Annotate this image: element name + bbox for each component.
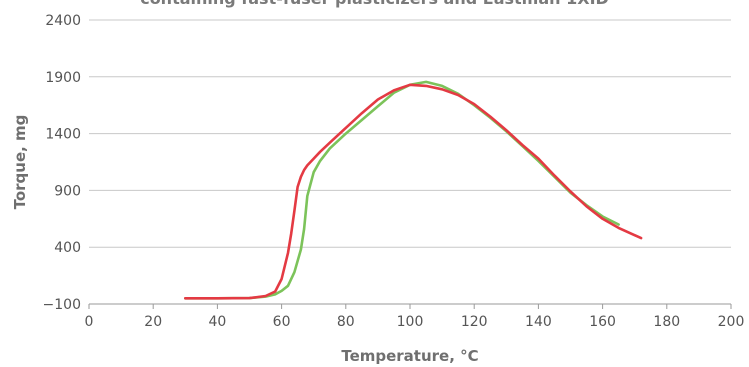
chart-title: containing fast-fuser plasticizers and E… — [0, 0, 749, 8]
x-tick-label: 120 — [461, 314, 488, 330]
series-line-1 — [184, 80, 620, 300]
x-tick-label: 20 — [144, 314, 162, 330]
x-tick-label: 60 — [273, 314, 291, 330]
y-tick-label: 1400 — [45, 127, 81, 143]
y-tick-label: 2400 — [45, 13, 81, 29]
x-tick-label: 160 — [589, 314, 616, 330]
y-axis-title: Torque, mg — [11, 115, 29, 210]
x-tick-label: 40 — [208, 314, 226, 330]
x-tick-label: 100 — [397, 314, 424, 330]
x-tick-label: 180 — [653, 314, 680, 330]
series-line-2 — [184, 83, 643, 300]
y-tick-label: −100 — [43, 297, 81, 313]
x-tick-label: 0 — [85, 314, 94, 330]
x-tick-label: 200 — [718, 314, 745, 330]
y-tick-label: 900 — [54, 183, 81, 199]
x-axis-title: Temperature, °C — [341, 347, 478, 365]
y-tick-label: 400 — [54, 240, 81, 256]
x-tick-label: 80 — [337, 314, 355, 330]
x-tick-label: 140 — [525, 314, 552, 330]
y-tick-label: 1900 — [45, 70, 81, 86]
